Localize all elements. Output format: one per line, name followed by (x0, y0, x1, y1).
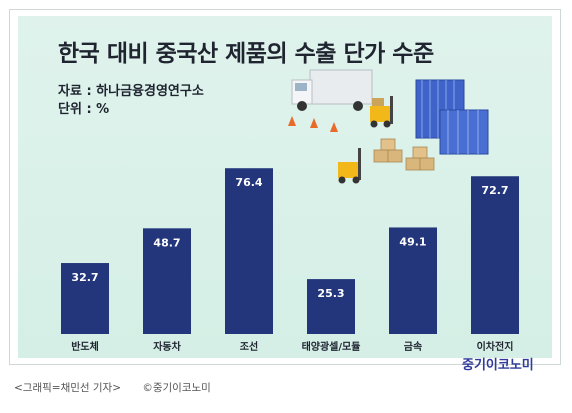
chart-title: 한국 대비 중국산 제품의 수출 단가 수준 (58, 41, 434, 67)
footer: <그래픽=채민선 기자> ©중기이코노미 (14, 380, 229, 395)
bar-value-label: 72.7 (481, 184, 508, 197)
category-label: 태양광셀/모듈 (302, 340, 361, 353)
logistics-illustration (288, 69, 489, 184)
category-label: 조선 (240, 340, 258, 353)
bar-0 (61, 263, 109, 334)
cone-icon (288, 116, 296, 126)
category-label: 반도체 (71, 340, 99, 353)
category-label: 자동차 (153, 340, 181, 353)
category-label: 금속 (404, 341, 422, 353)
bar-value-label: 49.1 (399, 235, 426, 248)
copyright-text: ©중기이코노미 (142, 382, 211, 394)
graphic-credit: <그래픽=채민선 기자> (14, 382, 122, 394)
bar-5 (471, 176, 519, 334)
bar-value-label: 32.7 (71, 271, 98, 284)
bar-4 (389, 227, 437, 334)
bar-value-label: 76.4 (235, 176, 262, 189)
forklift-icon (338, 148, 361, 184)
truck-icon (291, 69, 373, 111)
brand-logo: 중기이코노미 (462, 358, 534, 373)
boxes-icon (373, 138, 435, 171)
bar-2 (225, 168, 273, 334)
cone-icon (330, 122, 338, 132)
cone-icon (310, 118, 318, 128)
shipping-container-icon (415, 79, 489, 155)
bar-3 (307, 279, 355, 334)
bar-chart: 32.7 반도체 48.7 자동차 76.4 조선 25.3 태양광셀/모듈 49.1 금속 72.… (61, 168, 519, 353)
unit-note: 단위 : % (58, 102, 110, 117)
bar-value-label: 25.3 (317, 287, 344, 300)
bar-value-label: 48.7 (153, 236, 180, 249)
forklift-icon (370, 96, 393, 128)
source-note: 자료 : 하나금융경영연구소 (58, 84, 204, 99)
bar-1 (143, 228, 191, 334)
category-label: 이차전지 (477, 340, 514, 353)
